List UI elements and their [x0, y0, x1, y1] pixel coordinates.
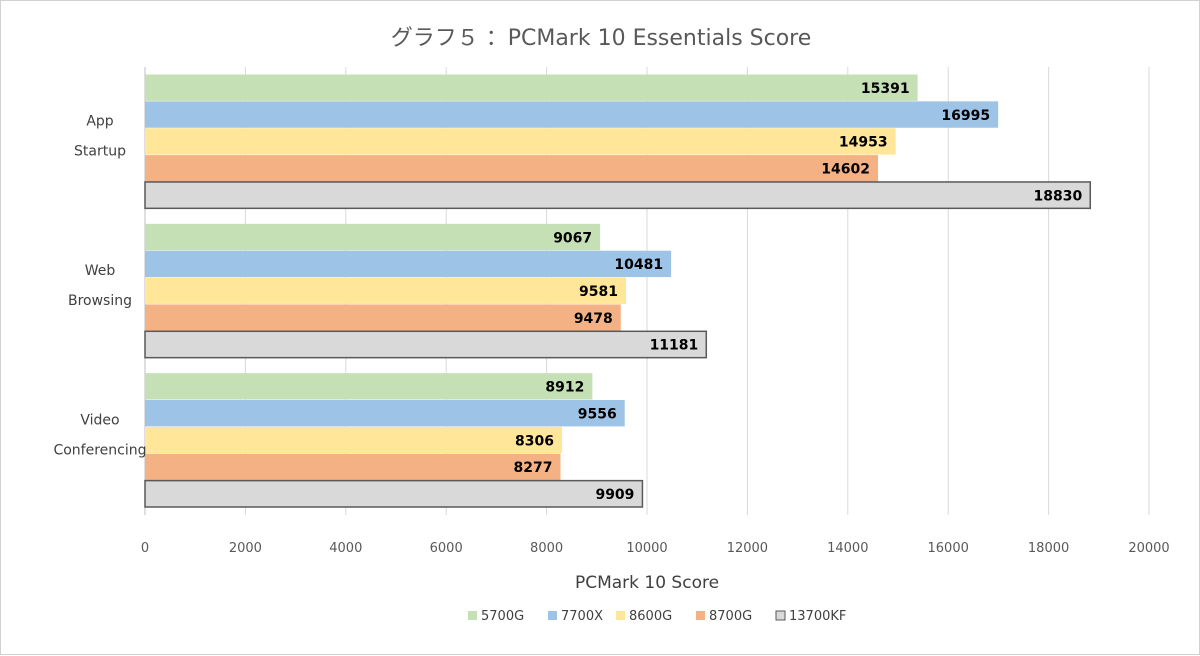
legend-label: 8700G — [709, 609, 752, 624]
bar-13700KF-0 — [144, 181, 1092, 210]
bar-13700KF-1 — [144, 330, 708, 359]
data-label: 10481 — [614, 257, 663, 273]
legend-label: 7700X — [561, 609, 603, 624]
bar-5700G-0 — [145, 74, 918, 101]
data-label: 9909 — [595, 487, 634, 503]
bar-7700X-2 — [145, 400, 625, 427]
x-tick-label: 2000 — [229, 541, 262, 556]
x-tick-label: 4000 — [329, 541, 362, 556]
x-tick-label: 12000 — [727, 541, 768, 556]
data-label: 9067 — [553, 230, 592, 246]
data-label: 9478 — [574, 311, 613, 327]
x-axis-title: PCMark 10 Score — [575, 573, 719, 593]
data-labels: 15391 16995 14953 14602 18830 9067 10481 9581 94… — [514, 81, 1083, 503]
chart-title: グラフ５ ：PCMark 10 Essentials Score — [391, 26, 812, 51]
data-label: 9581 — [579, 284, 618, 300]
legend-label: 13700KF — [789, 609, 846, 624]
data-label: 15391 — [861, 81, 910, 97]
legend-item-8600G: 8600G — [616, 609, 672, 624]
legend-item-5700G: 5700G — [468, 609, 524, 624]
x-tick-label: 18000 — [1028, 541, 1069, 556]
data-label: 9556 — [578, 406, 617, 422]
legend-label: 8600G — [629, 609, 672, 624]
x-tick-labels: 0 2000 4000 6000 8000 10000 12000 14000 16000 180… — [141, 541, 1170, 556]
data-label: 8277 — [514, 460, 553, 476]
legend-swatch — [468, 611, 477, 620]
category-label: Conferencing — [53, 442, 146, 458]
x-tick-label: 6000 — [430, 541, 463, 556]
bar-5700G-2 — [145, 373, 593, 400]
x-tick-label: 8000 — [530, 541, 563, 556]
x-tick-label: 10000 — [626, 541, 667, 556]
bars — [144, 74, 1092, 508]
category-label: Browsing — [68, 293, 132, 309]
category-label: App — [86, 114, 113, 130]
legend-swatch — [775, 610, 786, 621]
x-tick-label: 20000 — [1128, 541, 1169, 556]
data-label: 8306 — [515, 433, 554, 449]
bar-8700G-0 — [145, 155, 879, 182]
category-label: Startup — [74, 144, 126, 160]
data-label: 14602 — [821, 162, 870, 178]
x-tick-label: 16000 — [928, 541, 969, 556]
bar-7700X-0 — [145, 101, 999, 128]
bar-8700G-2 — [145, 453, 561, 481]
category-label: Web — [85, 263, 116, 279]
bar-8600G-2 — [145, 426, 562, 454]
x-tick-label: 0 — [141, 541, 149, 556]
legend-swatch — [548, 611, 557, 620]
data-label: 14953 — [839, 135, 888, 151]
x-tick-label: 14000 — [827, 541, 868, 556]
legend-item-8700G: 8700G — [696, 609, 752, 624]
bar-13700KF-2 — [144, 479, 644, 508]
legend-label: 5700G — [481, 609, 524, 624]
bar-8700G-1 — [145, 304, 621, 331]
legend-swatch — [696, 611, 705, 620]
data-label: 8912 — [545, 380, 584, 396]
data-label: 18830 — [1034, 188, 1083, 204]
legend-item-7700X: 7700X — [548, 609, 603, 624]
category-labels: App Startup Web Browsing Video Conferencing — [53, 114, 146, 459]
legend: 5700G 7700X 8600G 8700G 13700KF — [468, 609, 846, 624]
data-label: 16995 — [941, 108, 990, 124]
bar-7700X-1 — [145, 250, 672, 278]
legend-item-13700KF: 13700KF — [775, 609, 846, 624]
bar-5700G-1 — [145, 223, 601, 251]
bar-8600G-1 — [145, 277, 626, 304]
category-label: Video — [80, 412, 119, 428]
data-label: 11181 — [650, 338, 699, 354]
bar-8600G-0 — [145, 128, 896, 155]
legend-swatch — [616, 611, 625, 620]
